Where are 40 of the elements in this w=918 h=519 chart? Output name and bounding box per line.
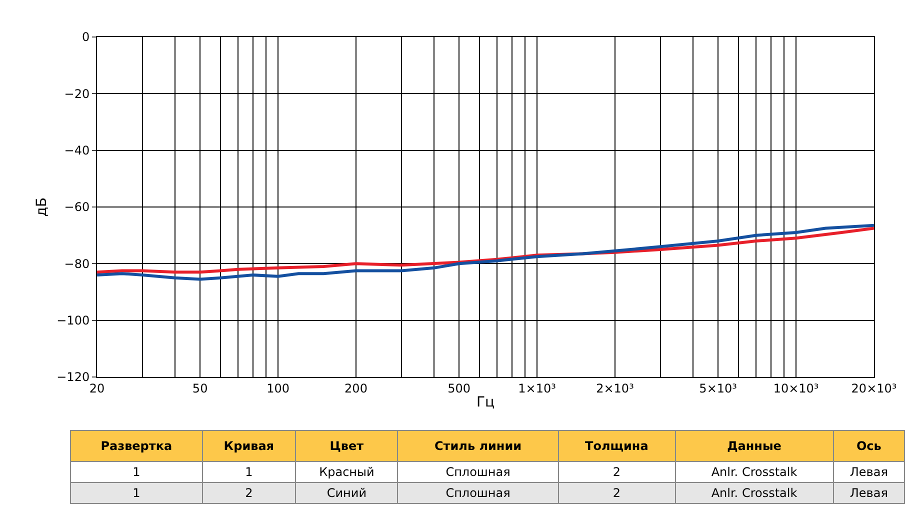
x-tick-label: 5×10³ (699, 381, 738, 396)
x-tick-label: 200 (344, 381, 368, 396)
text: Толщина (558, 430, 676, 462)
text: Красный (296, 462, 398, 482)
text: Anlr. Crosstalk (675, 482, 834, 504)
x-tick-label: 10×10³ (773, 381, 819, 396)
x-tick-label: 500 (448, 381, 471, 396)
text: 1 (70, 462, 202, 482)
text: 2 (558, 482, 676, 504)
text: Сплошная (398, 482, 558, 504)
x-axis-title: Гц (476, 394, 495, 411)
y-tick-label: −40 (64, 144, 90, 158)
x-tick-label: 20×10³ (851, 381, 897, 396)
x-tick-label: 50 (192, 381, 208, 396)
y-tick-label: −80 (64, 256, 90, 271)
y-tick-label: −120 (56, 370, 90, 384)
text: Сплошная (398, 462, 558, 482)
text: Развертка (70, 430, 202, 462)
x-tick-label: 1×10³ (518, 381, 556, 396)
text: Синий (296, 482, 398, 504)
y-tick-label: −100 (56, 314, 90, 328)
x-tick-label: 100 (266, 381, 290, 396)
y-tick-label: −20 (64, 86, 90, 101)
y-tick-label: −60 (64, 200, 90, 214)
text: Стиль линии (398, 430, 558, 462)
text: Левая (833, 462, 904, 482)
text: Левая (833, 482, 904, 504)
text: Цвет (296, 430, 398, 462)
y-tick-label: 0 (82, 30, 90, 44)
text: 1 (70, 482, 202, 504)
text: 2 (202, 482, 296, 504)
text: 2 (558, 462, 676, 482)
x-tick-label: 2×10³ (596, 381, 634, 396)
text: Кривая (202, 430, 296, 462)
text: Данные (675, 430, 834, 462)
text: Ось (833, 430, 904, 462)
text: 1 (202, 462, 296, 482)
text: Anlr. Crosstalk (675, 462, 834, 482)
x-tick-label: 20 (89, 381, 105, 396)
y-axis-title: дБ (34, 197, 50, 217)
